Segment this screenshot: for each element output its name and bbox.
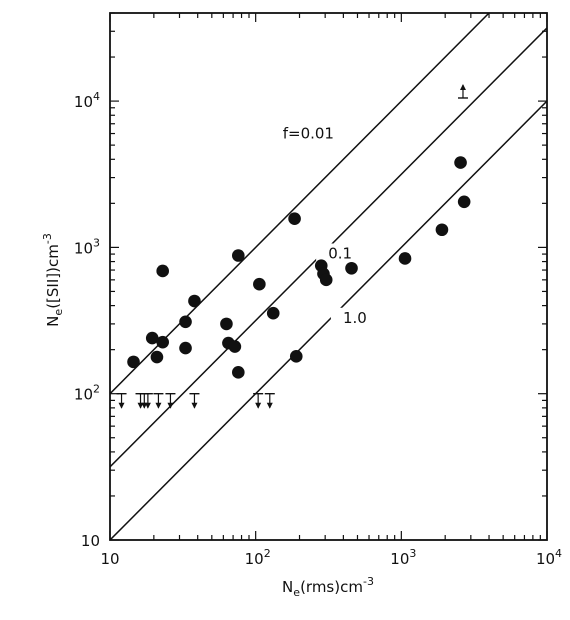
y-axis-title: Ne([SII])cm-3 <box>41 233 65 327</box>
data-point-4 <box>156 264 169 278</box>
data-point-11 <box>232 366 245 379</box>
data-point-5 <box>188 294 201 308</box>
data-point-1 <box>145 331 159 345</box>
data-point-7 <box>179 341 192 355</box>
data-point-16 <box>289 350 303 363</box>
data-point-6 <box>179 315 192 329</box>
upper-limit-7 <box>253 392 264 409</box>
data-point-23 <box>454 156 467 169</box>
line-label-mask-1 <box>316 243 365 262</box>
data-point-3 <box>156 335 169 349</box>
axis-ticks <box>109 12 548 541</box>
data-marks: f=0.01 0.1 1.0 <box>116 83 471 409</box>
line-label-1: 0.1 <box>328 245 352 263</box>
data-point-21 <box>398 252 412 265</box>
data-point-22 <box>435 223 449 237</box>
y-tick-label: 102 <box>74 383 100 404</box>
data-point-8 <box>220 317 233 331</box>
x-tick-label: 10 <box>100 550 119 568</box>
data-point-15 <box>288 212 301 226</box>
x-tick-label: 102 <box>245 547 271 568</box>
x-tick-label: 104 <box>536 547 562 568</box>
line-label-mask-0 <box>284 123 333 142</box>
data-point-19 <box>319 273 333 287</box>
line-label-mask-2 <box>330 307 379 326</box>
data-point-24 <box>457 195 471 209</box>
y-tick-label: 104 <box>74 90 100 111</box>
tick-labels: 10 102 103 104 10 102 103 104 <box>74 90 562 568</box>
data-point-0 <box>127 355 140 369</box>
y-tick-label: 10 <box>81 532 100 550</box>
upper-limit-3 <box>142 392 153 409</box>
data-point-20 <box>345 261 358 275</box>
line-label-2: 1.0 <box>343 309 367 327</box>
plot-frame <box>109 12 548 541</box>
data-point-14 <box>266 306 280 320</box>
data-point-10 <box>228 340 242 353</box>
x-axis-title: Ne(rms)cm-3 <box>282 575 374 599</box>
lower-limit-0 <box>457 83 468 99</box>
y-tick-label: 103 <box>74 236 100 257</box>
upper-limit-4 <box>153 392 164 409</box>
line-label-0: f=0.01 <box>283 125 334 143</box>
x-tick-label: 103 <box>390 547 416 568</box>
upper-limit-5 <box>165 392 176 409</box>
data-point-12 <box>232 249 245 262</box>
model-line-2 <box>110 100 547 540</box>
upper-limit-8 <box>264 392 275 409</box>
upper-limit-6 <box>189 392 200 409</box>
data-point-2 <box>150 350 164 364</box>
data-point-13 <box>253 277 266 291</box>
